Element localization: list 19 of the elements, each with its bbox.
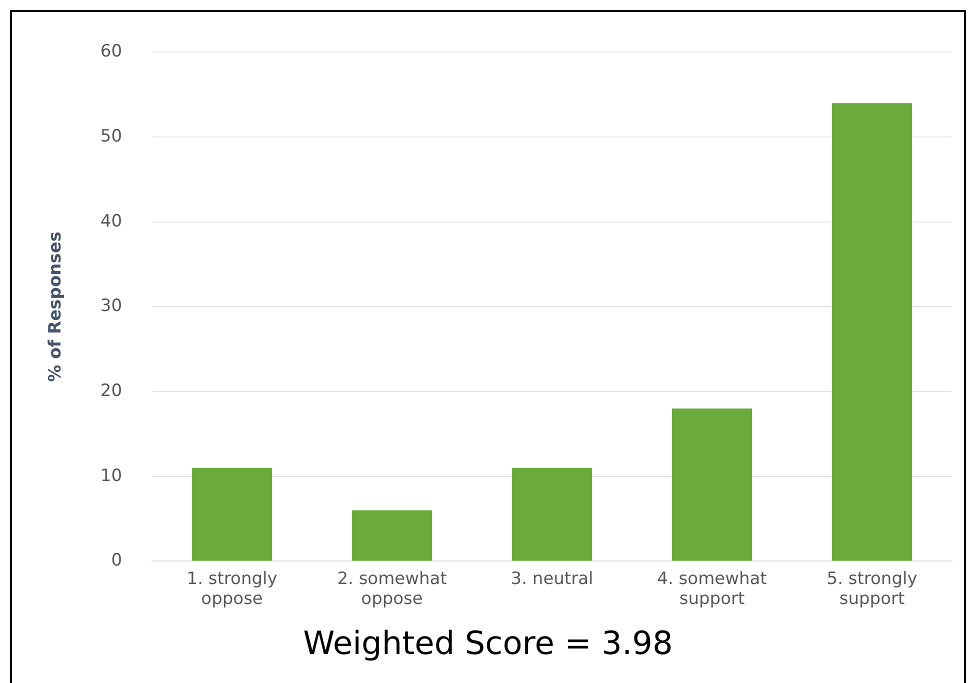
x-tick-label: 3. neutral bbox=[510, 568, 594, 589]
bar bbox=[832, 103, 912, 561]
bar bbox=[672, 408, 752, 561]
y-tick-label: 40 bbox=[100, 211, 122, 232]
y-tick-label: 50 bbox=[100, 126, 122, 146]
y-axis-title: % of Responses bbox=[46, 231, 66, 382]
text: Weighted Score = 3.98 bbox=[302, 624, 674, 662]
y-tick-label: 30 bbox=[100, 296, 122, 316]
y-tick-label: 60 bbox=[100, 42, 122, 62]
y-tick-label: 10 bbox=[100, 466, 122, 486]
y-tick-label: 20 bbox=[100, 380, 122, 401]
y-tick-label: 0 bbox=[111, 550, 122, 571]
bar bbox=[512, 468, 592, 561]
x-tick-label: 1. strongly oppose bbox=[186, 568, 278, 610]
bar bbox=[192, 468, 272, 561]
x-tick-label: 5. strongly support bbox=[826, 568, 918, 610]
bar bbox=[352, 510, 432, 561]
x-tick-label: 4. somewhat support bbox=[657, 568, 768, 610]
x-tick-label: 2. somewhat oppose bbox=[337, 568, 448, 610]
